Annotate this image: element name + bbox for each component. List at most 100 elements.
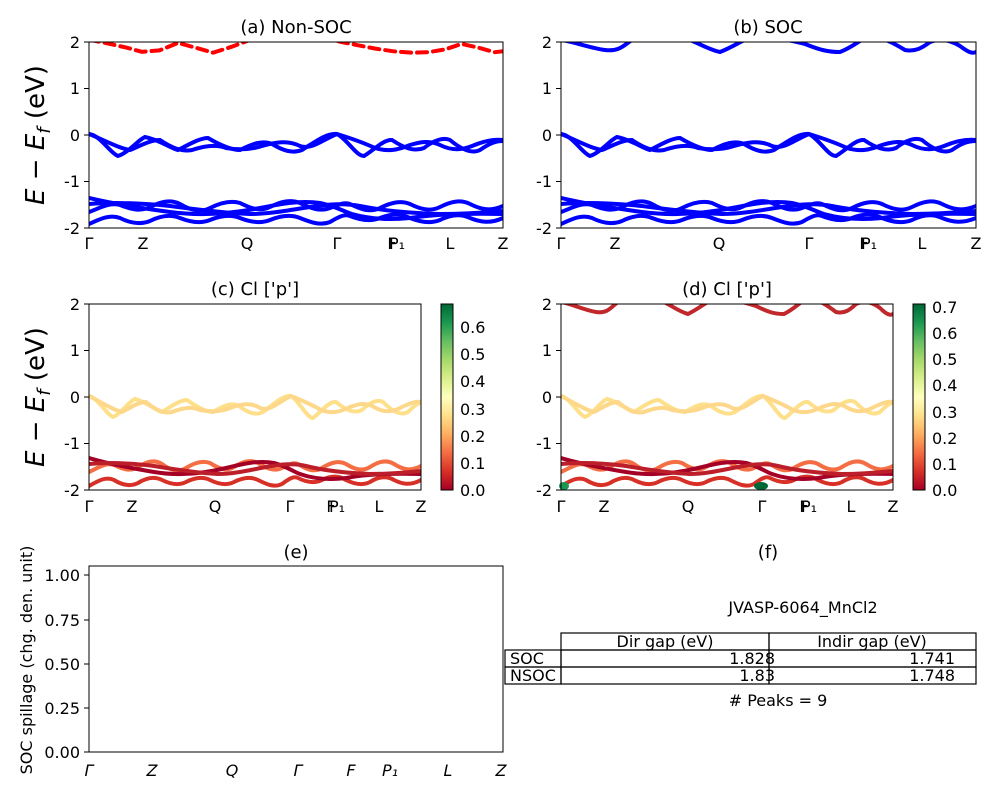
panel-b-xtick-label: Z <box>971 234 982 253</box>
panel-c-ytick-label: 0 <box>70 388 80 407</box>
panel-c-ylabel: E − Ef (eV) <box>21 327 55 467</box>
panel-d-ytick-label: 0 <box>542 388 552 407</box>
panel-d-colorbar-ticks: 0.0 0.1 0.2 0.3 0.4 0.5 0.6 0.7 <box>932 298 957 500</box>
panel-e-ytick-label: 0.50 <box>44 655 80 674</box>
panel-e-xtick-label: Γ <box>85 761 95 780</box>
panel-b-xtick-label: Z <box>610 234 621 253</box>
panel-a-xtick-label: Q <box>241 234 254 253</box>
panel-a-ylabel: E − Ef (eV) <box>21 65 55 205</box>
panel-d-colorbar: 0.0 0.1 0.2 0.3 0.4 0.5 0.6 0.7 <box>912 298 957 500</box>
panel-a-xtick-label: Γ <box>333 234 342 253</box>
panel-d-band-top <box>561 304 893 317</box>
panel-c-xtick-label: P₁ <box>329 497 345 516</box>
gap-table-row-label: SOC <box>510 649 544 668</box>
panel-b-blue-band-2 <box>561 131 976 153</box>
panel-f: (f) JVASP-6064_MnCl2 Dir gap (eV) Indir … <box>504 542 977 710</box>
panel-e-xtick-label: Q <box>226 761 239 780</box>
panel-b-xtick-label: Γ <box>805 234 814 253</box>
panel-a-xtick-label: Γ <box>85 234 94 253</box>
panel-a-xtick-label: L <box>446 234 455 253</box>
gap-table-cell <box>560 666 770 685</box>
panel-e-frame <box>88 565 504 753</box>
gap-table <box>504 632 977 685</box>
panel-d-bands <box>561 304 893 488</box>
panel-c-colorbar-tick-label: 0.6 <box>460 318 485 337</box>
panel-d-xtick-label: F <box>799 497 808 516</box>
panel-d: (d) Cl ['p'] 2 1 0 -1 -2 Γ Z Q Γ <box>536 279 957 516</box>
panel-c: (c) Cl ['p'] E − Ef (eV) 2 1 0 -1 -2 Γ Z… <box>21 279 485 516</box>
panel-c-bands <box>89 393 421 488</box>
panel-d-band-core-3 <box>561 456 893 481</box>
panel-c-xticks: Γ Z Q Γ F P₁ L Z <box>85 497 427 516</box>
panel-c-colorbar-tick-label: 0.2 <box>460 427 485 446</box>
panel-b-xticks: Γ Z Q Γ F P₁ L Z <box>557 234 982 253</box>
panel-b-bands <box>561 42 976 226</box>
panel-d-yticks: 2 1 0 -1 -2 <box>536 295 561 500</box>
panel-c-colorbar-tick-label: 0.4 <box>460 372 485 391</box>
panel-e-xtick-label: L <box>444 761 453 780</box>
panel-d-green-marker <box>754 482 768 490</box>
panel-b-ytick-label: -2 <box>536 219 552 238</box>
panel-c-colorbar-tick-label: 0.1 <box>460 454 485 473</box>
panel-b-ytick-label: 0 <box>542 126 552 145</box>
panel-a-blue-band-5 <box>89 196 503 221</box>
panel-a-ytick-label: 0 <box>70 126 80 145</box>
panel-d-colorbar-tick-label: 0.2 <box>932 429 957 448</box>
panel-c-xtick-label: Z <box>416 497 427 516</box>
gap-table-text: Dir gap (eV) Indir gap (eV) SOC 1.828 1.… <box>510 632 955 685</box>
panel-b-blue-band-top <box>561 42 976 55</box>
panel-d-colorbar-tick-label: 0.5 <box>932 350 957 369</box>
panel-c-xtick-label: F <box>326 497 335 516</box>
panel-f-subtitle: JVASP-6064_MnCl2 <box>727 598 877 618</box>
panel-e: (e) SOC spillage (chg. den. unit) 0.00 0… <box>17 542 508 780</box>
panel-e-xtick-label: P₁ <box>382 761 398 780</box>
panel-d-colorbar-tick-label: 0.7 <box>932 298 957 317</box>
panel-c-xtick-label: Γ <box>286 497 295 516</box>
panel-d-title: (d) Cl ['p'] <box>682 279 772 300</box>
panel-c-xtick-label: Q <box>209 497 222 516</box>
panel-f-peaks-label: # Peaks = 9 <box>729 691 828 710</box>
panel-e-ytick-label: 0.75 <box>44 611 80 630</box>
panel-d-xtick-label: P₁ <box>801 497 817 516</box>
panel-c-colorbar-tick-label: 0.5 <box>460 345 485 364</box>
panel-c-band-valence-2 <box>89 393 421 415</box>
panel-a-red-band <box>90 42 503 55</box>
panel-c-colorbar: 0.0 0.1 0.2 0.3 0.4 0.5 0.6 <box>440 303 485 500</box>
panel-c-colorbar-tick-label: 0.3 <box>460 400 485 419</box>
panel-a-ytick-label: 1 <box>70 79 80 98</box>
panel-a-blue-band-4 <box>89 212 503 226</box>
panel-d-xtick-label: Γ <box>557 497 566 516</box>
gap-table-value: 1.828 <box>729 649 775 668</box>
panel-b-xtick-label: F <box>859 234 868 253</box>
panel-f-title: (f) <box>758 542 778 563</box>
panel-d-xtick-label: Γ <box>758 497 767 516</box>
panel-c-ytick-label: 2 <box>70 295 80 314</box>
panel-c-xtick-label: L <box>375 497 384 516</box>
panel-a-ytick-label: -2 <box>64 219 80 238</box>
gap-table-header-dir: Dir gap (eV) <box>617 632 714 651</box>
panel-d-colorbar-tick-label: 0.3 <box>932 403 957 422</box>
panel-b-ytick-label: 2 <box>542 33 552 52</box>
panel-d-ytick-label: 1 <box>542 341 552 360</box>
panel-a-ytick-label: 2 <box>70 33 80 52</box>
panel-a-xtick-label: Z <box>138 234 149 253</box>
panel-d-colorbar-tick-label: 0.0 <box>932 481 957 500</box>
panel-a-blue-band-6 <box>89 200 503 217</box>
panel-a-ytick-label: -1 <box>64 172 80 191</box>
panel-d-band-core-2 <box>561 474 893 488</box>
panel-e-ytick-label: 0.00 <box>44 743 80 762</box>
panel-d-colorbar-tick-label: 0.6 <box>932 324 957 343</box>
panel-d-colorbar-gradient <box>912 303 926 491</box>
gap-table-value: 1.748 <box>909 666 955 685</box>
panel-c-band-core-4 <box>89 460 421 477</box>
panel-c-ytick-label: -1 <box>64 434 80 453</box>
panel-b-blue-band-5 <box>561 196 976 221</box>
panel-d-colorbar-tick-label: 0.4 <box>932 376 957 395</box>
panel-e-ytick-label: 0.25 <box>44 699 80 718</box>
panel-b-xtick-label: Q <box>713 234 726 253</box>
panel-a-blue-band-2 <box>89 131 503 153</box>
panel-d-xticks: Γ Z Q Γ F P₁ L Z <box>557 497 899 516</box>
panel-a-xtick-label: Z <box>498 234 509 253</box>
panel-d-ytick-label: -2 <box>536 481 552 500</box>
panel-e-title: (e) <box>283 542 308 563</box>
